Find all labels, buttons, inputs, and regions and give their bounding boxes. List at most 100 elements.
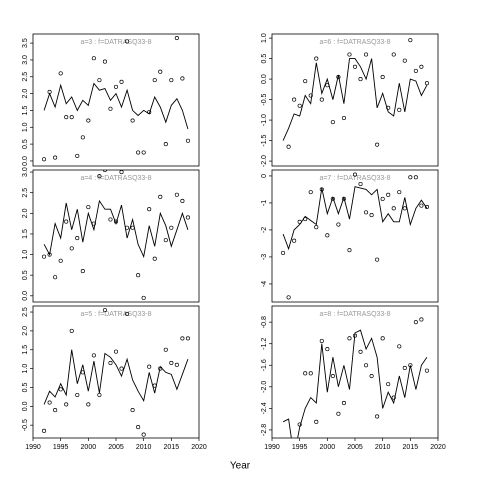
x-tick-label: 2005 xyxy=(108,444,124,451)
data-point xyxy=(113,219,119,224)
data-point xyxy=(358,349,363,354)
data-point xyxy=(125,225,130,230)
data-point xyxy=(80,370,85,375)
data-point xyxy=(174,362,179,367)
data-point xyxy=(303,371,308,376)
data-point xyxy=(163,238,168,243)
data-point xyxy=(86,402,91,407)
data-point xyxy=(108,217,113,222)
data-point xyxy=(125,311,130,316)
data-point xyxy=(319,97,324,102)
y-tick-label: -1.6 xyxy=(261,359,268,371)
data-point xyxy=(180,336,185,341)
data-point xyxy=(341,115,346,121)
x-tick-label: 2020 xyxy=(430,444,446,451)
series-line xyxy=(282,329,428,438)
data-point xyxy=(58,258,63,263)
data-point xyxy=(141,295,146,300)
data-point xyxy=(169,78,174,83)
data-point xyxy=(297,219,302,224)
data-point xyxy=(180,76,185,81)
panel-title: a=4 : f=DATRASQ33-8 xyxy=(80,175,151,182)
data-point xyxy=(402,206,407,211)
y-tick-label: -2.8 xyxy=(261,424,268,436)
y-tick-label: 0.0 xyxy=(22,401,29,411)
data-point xyxy=(330,120,335,125)
y-tick-label: 3.0 xyxy=(22,167,29,177)
data-point xyxy=(180,198,185,203)
x-tick-label: 2010 xyxy=(136,444,152,451)
data-point xyxy=(108,106,113,111)
x-tick-label: 1995 xyxy=(292,444,308,451)
data-point xyxy=(119,366,124,371)
panel: a=4 : f=DATRASQ33-8 0.0 0.5 1.0 1.5 2.0 2.5 3.0 xyxy=(22,167,200,303)
data-point xyxy=(169,360,174,365)
data-point xyxy=(86,205,91,210)
data-point xyxy=(314,419,319,424)
data-point xyxy=(80,269,85,274)
data-point xyxy=(364,363,369,368)
series-line xyxy=(282,186,428,251)
panel: a=6 : f=DATRASQ33-8 -2.0 -1.5 -1.0 -0.5 0.0 0.… xyxy=(261,33,439,167)
data-point xyxy=(380,74,385,80)
data-point xyxy=(308,93,313,98)
y-tick-label: -0.5 xyxy=(261,93,268,105)
data-point xyxy=(53,155,58,160)
data-point xyxy=(91,221,96,226)
data-point xyxy=(408,175,413,180)
data-point xyxy=(130,118,135,123)
data-point xyxy=(424,204,429,210)
x-tick-label: 1990 xyxy=(25,444,41,451)
panel-frame xyxy=(32,33,200,167)
data-point xyxy=(58,71,63,76)
data-point xyxy=(163,142,168,147)
data-point xyxy=(319,187,324,192)
y-tick-label: -2.4 xyxy=(261,402,268,414)
data-point xyxy=(75,236,80,241)
y-tick-label: 0.5 xyxy=(22,382,29,392)
data-point xyxy=(303,217,308,222)
data-point xyxy=(391,206,396,211)
data-point xyxy=(386,192,391,197)
data-point xyxy=(292,97,297,102)
data-point xyxy=(380,196,385,201)
panel: a=3 : f=DATRASQ33-8 0.0 0.5 1.0 1.5 2.0 2.5 3.0… xyxy=(22,33,200,167)
data-point xyxy=(386,105,391,110)
data-point xyxy=(330,196,335,201)
data-point xyxy=(330,373,335,379)
y-tick-label: 2.5 xyxy=(22,188,29,198)
data-point xyxy=(136,150,141,155)
data-point xyxy=(80,135,85,140)
data-point xyxy=(130,408,135,413)
data-point xyxy=(119,170,124,175)
panel-frame xyxy=(32,169,200,303)
y-tick-label: 0.0 xyxy=(261,74,268,84)
data-point xyxy=(297,422,302,427)
y-tick-label: 1.5 xyxy=(22,229,29,239)
data-point xyxy=(287,450,290,453)
data-point xyxy=(286,144,291,149)
panel-title: a=6 : f=DATRASQ33-8 xyxy=(319,39,390,46)
y-tick-label: 0.5 xyxy=(22,270,29,280)
data-point xyxy=(419,317,424,322)
data-point xyxy=(286,295,291,300)
data-point xyxy=(152,256,157,261)
data-point xyxy=(136,425,141,430)
y-tick-label: 1.5 xyxy=(22,345,29,355)
data-point xyxy=(53,408,58,413)
y-tick-label: 0.5 xyxy=(261,54,268,64)
data-point xyxy=(102,308,107,313)
x-tick-label: 2010 xyxy=(375,444,391,451)
data-point xyxy=(102,170,107,173)
panel-title: a=3 : f=DATRASQ33-8 xyxy=(80,39,151,46)
data-point xyxy=(64,115,69,120)
data-point xyxy=(352,333,358,338)
data-point xyxy=(358,77,363,82)
data-point xyxy=(325,347,330,352)
panel-frame xyxy=(271,33,439,167)
data-point xyxy=(424,368,429,373)
data-point xyxy=(185,215,190,220)
data-point xyxy=(47,252,52,257)
data-point xyxy=(341,196,346,201)
